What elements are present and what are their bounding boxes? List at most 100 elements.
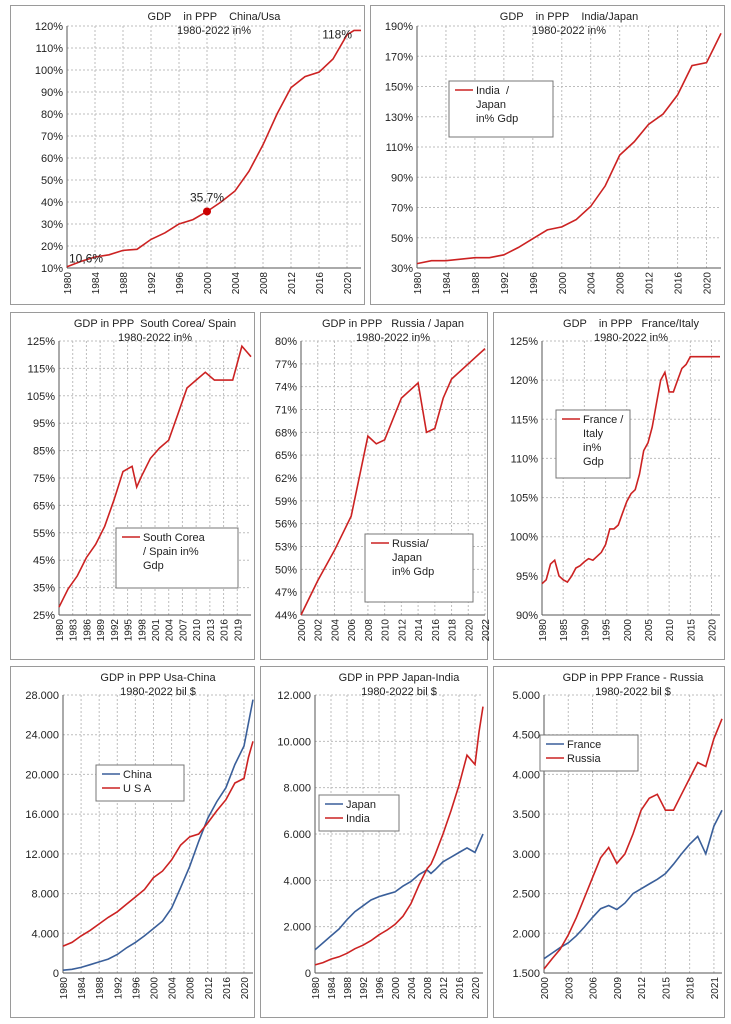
x-tick-label: 1992 [147,272,158,295]
legend-label: China [123,769,153,781]
series-line-0 [541,355,720,585]
x-tick-label: 2015 [661,977,672,1000]
y-tick-label: 50% [275,564,297,576]
x-tick-label: 1988 [343,977,354,1000]
x-tick-label: 1980 [311,977,322,1000]
y-tick-label: 8.000 [283,783,311,795]
x-tick-label: 1988 [471,272,482,295]
chart-subtitle: 1980-2022 in% [177,25,251,37]
y-tick-label: 105% [27,391,55,403]
x-tick-label: 1992 [500,272,511,295]
y-tick-label: 55% [33,528,55,540]
x-tick-label: 2001 [151,619,162,642]
x-tick-label: 2004 [587,272,598,295]
y-tick-label: 125% [510,336,538,348]
x-tick-label: 2013 [206,619,217,642]
chart-subtitle: 1980-2022 in% [594,332,668,344]
x-tick-label: 2016 [674,272,685,295]
x-tick-label: 2003 [564,977,575,1000]
chart-japan-india-svg: 0 2.000 4.000 6.000 8.000 10.000 12.000 1980 198… [277,672,484,1000]
y-tick-label: 90% [41,87,63,99]
highlight-marker [203,207,211,216]
y-tick-label: 77% [275,359,297,371]
chart-title: GDP in PPP France - Russia [563,672,705,684]
chart-france-italy: 90% 95% 100% 105% 110% 115% 120% 125% 1980 1985 19… [493,312,725,660]
y-tick-label: 59% [275,496,297,508]
x-tick-label: 2020 [703,272,714,295]
chart-india-japan-svg: 30% 50% 70% 90% 110% 130% 150% 170% 190% 1980 1984… [385,11,722,295]
y-tick-label: 44% [275,610,297,622]
y-tick-label: 65% [275,450,297,462]
y-tick-label: 115% [28,363,56,375]
legend-label: South Corea [143,532,206,544]
x-tick-label: 2020 [708,619,719,642]
x-tick-label: 2014 [414,619,425,642]
x-tick-label: 1988 [95,977,106,1000]
y-tick-label: 110% [36,43,64,55]
y-tick-label: 130% [385,112,413,124]
chart-title: GDP in PPP South Corea/ Spain [74,318,236,330]
x-tick-label: 1980 [413,272,424,295]
y-tick-label: 12.000 [277,690,311,702]
y-tick-label: 71% [275,405,297,417]
series-line-0 [66,29,361,268]
x-tick-label: 1996 [529,272,540,295]
legend-label: U S A [123,783,152,795]
y-tick-label: 45% [33,555,55,567]
chart-japan-india: 0 2.000 4.000 6.000 8.000 10.000 12.000 1980 198… [260,666,488,1018]
chart-china-usa-svg: 10% 20% 30% 40% 50% 60% 70% 80% 90% 100% 110% 120% 1… [35,11,361,295]
x-tick-label: 1995 [124,619,135,642]
y-tick-label: 50% [41,175,63,187]
legend-label: Gdp [143,560,164,572]
x-tick-label: 1980 [55,619,66,642]
legend-label: Japan [346,799,376,811]
series-line-0 [58,344,252,608]
chart-subtitle: 1980-2022 bil $ [120,686,196,698]
x-tick-label: 2000 [623,619,634,642]
x-tick-label: 2000 [558,272,569,295]
x-tick-label: 2007 [178,619,189,642]
x-tick-label: 2021 [710,977,721,1000]
y-tick-label: 1.500 [512,968,540,980]
series-line-0 [300,348,486,616]
y-tick-label: 170% [385,51,413,63]
y-tick-label: 53% [275,542,297,554]
y-tick-label: 90% [516,610,538,622]
legend-label: France [567,739,601,751]
y-tick-label: 85% [33,446,55,458]
legend-label: Japan [392,552,422,564]
y-tick-label: 115% [511,414,539,426]
chart-title: GDP in PPP France/Italy [563,318,699,330]
x-tick-label: 2000 [297,619,308,642]
chart-russia-japan-svg: 44% 47% 50% 53% 56% 59% 62% 65% 68% 71% 74% 77% 80% 2… [275,318,489,642]
x-tick-label: 2012 [439,977,450,1000]
legend-label: Russia [567,753,602,765]
y-tick-label: 95% [516,571,538,583]
y-tick-label: 3.500 [512,809,540,821]
legend-label: Gdp [583,456,604,468]
y-tick-label: 24.000 [25,730,59,742]
y-tick-label: 95% [33,418,55,430]
chart-china-usa: 10% 20% 30% 40% 50% 60% 70% 80% 90% 100% 110% 120% 1… [10,5,365,305]
x-tick-label: 1980 [59,977,70,1000]
legend-label: India [346,813,371,825]
y-tick-label: 75% [33,473,55,485]
x-tick-label: 2004 [330,619,341,642]
y-tick-label: 50% [391,233,413,245]
y-tick-label: 90% [391,172,413,184]
x-tick-label: 2000 [391,977,402,1000]
chart-subtitle: 1980-2022 in% [118,332,192,344]
x-tick-label: 2018 [448,619,459,642]
x-tick-label: 2020 [240,977,251,1000]
x-tick-label: 1988 [119,272,130,295]
legend-label: in% [583,442,602,454]
y-tick-label: 10% [41,263,63,275]
y-tick-label: 30% [391,263,413,275]
x-tick-label: 2015 [686,619,697,642]
x-tick-label: 2009 [613,977,624,1000]
legend-box [115,527,239,589]
y-tick-label: 80% [275,336,297,348]
x-tick-label: 2020 [471,977,482,1000]
y-tick-label: 120% [510,375,538,387]
x-tick-label: 1984 [442,272,453,295]
